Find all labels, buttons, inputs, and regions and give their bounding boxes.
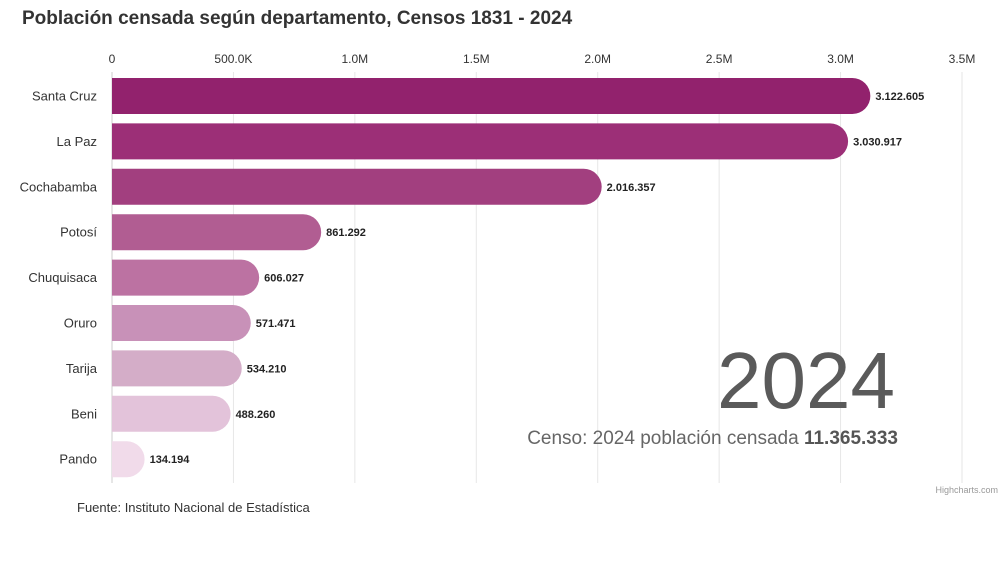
category-label: Pando [59, 452, 97, 467]
bar[interactable] [112, 123, 849, 160]
data-label: 134.194 [150, 454, 191, 466]
chart-title: Población censada según departamento, Ce… [22, 8, 573, 29]
bar[interactable] [112, 168, 602, 205]
bar[interactable] [112, 259, 260, 296]
x-axis-ticks: 0 500.0K 1.0M 1.5M 2.0M 2.5M 3.0M 3.5M [109, 52, 976, 66]
category-label: Chuquisaca [28, 270, 97, 285]
x-tick-label: 1.5M [463, 52, 490, 66]
data-label: 534.210 [247, 363, 287, 375]
census-total-value: 11.365.333 [804, 428, 898, 449]
bars [112, 78, 871, 478]
bar[interactable] [112, 214, 322, 251]
x-tick-label: 500.0K [214, 52, 252, 66]
category-labels: Santa Cruz La Paz Cochabamba Potosí Chuquisa… [20, 89, 98, 467]
x-tick-label: 2.0M [584, 52, 611, 66]
x-tick-label: 0 [109, 52, 116, 66]
data-label: 3.030.917 [853, 136, 902, 148]
data-label: 861.292 [326, 227, 366, 239]
x-tick-label: 3.0M [827, 52, 854, 66]
category-label: La Paz [57, 134, 97, 149]
x-tick-label: 2.5M [706, 52, 733, 66]
data-label: 606.027 [264, 273, 304, 285]
category-label: Oruro [64, 316, 97, 331]
category-label: Potosí [60, 225, 97, 240]
year-annotation: 2024 [717, 336, 895, 425]
category-label: Cochabamba [20, 179, 98, 194]
bar[interactable] [112, 305, 251, 341]
bar[interactable] [112, 78, 871, 114]
census-total-prefix: Censo: 2024 población censada [527, 428, 804, 449]
x-tick-label: 3.5M [949, 52, 976, 66]
category-label: Beni [71, 406, 97, 421]
data-label: 2.016.357 [607, 182, 656, 194]
data-label: 3.122.605 [875, 91, 924, 103]
category-label: Santa Cruz [32, 89, 97, 104]
data-label: 488.260 [236, 409, 276, 421]
category-label: Tarija [66, 361, 98, 376]
census-total-annotation: Censo: 2024 población censada 11.365.333 [527, 428, 898, 449]
data-labels: 3.122.605 3.030.917 2.016.357 861.292 606.02… [150, 91, 925, 466]
data-label: 571.471 [256, 318, 296, 330]
credits-link[interactable]: Highcharts.com [935, 485, 998, 495]
bar[interactable] [112, 441, 145, 478]
bar[interactable] [112, 395, 231, 432]
bar[interactable] [112, 350, 242, 387]
x-tick-label: 1.0M [342, 52, 369, 66]
source-note: Fuente: Instituto Nacional de Estadístic… [77, 500, 310, 515]
